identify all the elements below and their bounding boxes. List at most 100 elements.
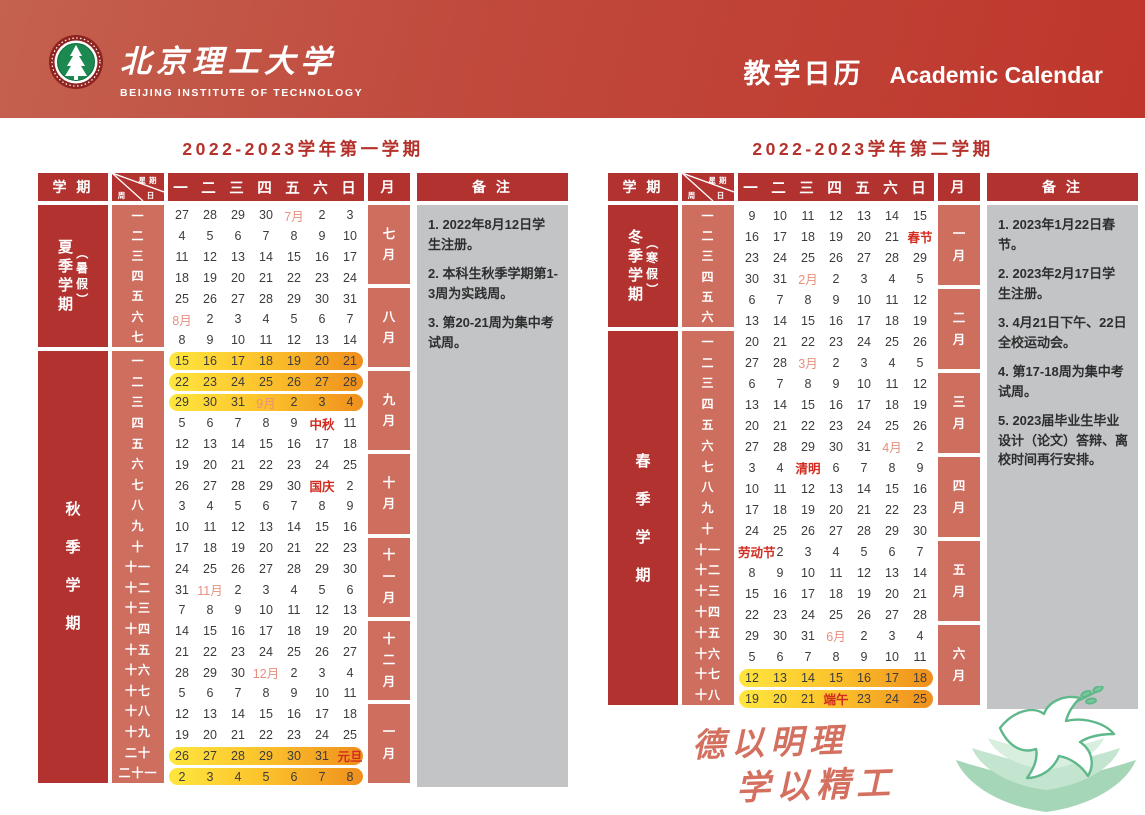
day-number: 25 (773, 523, 787, 538)
day-number: 18 (913, 670, 927, 685)
month-block: 七月 (368, 205, 410, 285)
calendar-week-row: 10 11 12 13 14 15 16 (168, 517, 364, 538)
day-number: 18 (885, 313, 899, 328)
day-number: 7 (776, 292, 784, 307)
day-number: 21 (801, 691, 815, 706)
day-number: 8 (804, 376, 812, 391)
weekday-header: 六 (883, 180, 901, 197)
month-char: 二 (952, 311, 966, 325)
label-char: 寒 (646, 251, 659, 265)
day-number: 23 (203, 374, 217, 389)
week-number: 五 (131, 436, 145, 451)
day-number: 19 (913, 313, 927, 328)
day-number: 16 (745, 229, 759, 244)
calendar-week-row: 5 6 7 8 9 10 11 (738, 646, 934, 667)
day-number: 8 (346, 769, 354, 784)
month-char: 五 (952, 563, 966, 577)
day-number: 16 (287, 707, 301, 722)
day-number: 30 (287, 748, 301, 763)
calendar-week-row: 8月 2 3 4 5 6 7 (168, 309, 364, 330)
day-number: 16 (203, 353, 217, 368)
day-number: 25 (801, 250, 815, 265)
day-number: 4 (290, 582, 298, 597)
month-char: 月 (382, 331, 396, 346)
day-number: 9 (234, 603, 242, 618)
day-number: 6 (206, 686, 214, 701)
calendar-week-row: 10 11 12 13 14 15 16 (738, 478, 934, 499)
day-number: 5 (860, 544, 868, 559)
day-number: 18 (343, 707, 357, 722)
day-number: 21 (857, 502, 871, 517)
day-number: 24 (231, 374, 245, 389)
month-block: 一月 (368, 703, 410, 783)
day-number: 7 (262, 229, 270, 244)
day-number: 14 (773, 397, 787, 412)
calendar-week-row: 24 25 26 27 28 29 30 (168, 558, 364, 579)
day-number: 13 (857, 208, 871, 223)
day-number: 15 (259, 437, 273, 452)
svg-text:周: 周 (688, 191, 699, 200)
day-number: 25 (203, 561, 217, 576)
day-number: 12 (203, 249, 217, 264)
calendar-week-row: 27 28 29 30 31 4月 2 (738, 436, 934, 457)
day-number: 29 (315, 561, 329, 576)
month-char: 月 (382, 674, 396, 689)
day-number: 22 (745, 607, 759, 622)
day-number: 17 (857, 313, 871, 328)
month-char: 六 (952, 647, 966, 661)
holiday-label: 春节 (907, 231, 933, 245)
semester-block: 夏季学期（暑假） (38, 205, 108, 347)
day-number: 5 (234, 499, 242, 514)
day-number: 18 (287, 624, 301, 639)
day-number: 4 (888, 355, 896, 370)
week-number: 六 (131, 457, 145, 472)
month-char: 二 (382, 653, 396, 668)
label-char: （ (75, 246, 90, 259)
label-char: 假 (76, 276, 89, 291)
holiday-label: 中秋 (309, 417, 335, 432)
calendar-week-row: 8 9 10 11 12 13 14 (738, 562, 934, 583)
day-number: 21 (231, 728, 245, 743)
calendar-week-row: 16 17 18 19 20 21 春节 (738, 226, 934, 247)
day-number: 28 (231, 478, 245, 493)
weekday-header: 三 (229, 180, 247, 197)
page-title-en: Academic Calendar (889, 62, 1103, 88)
calendar-week-row: 5 6 7 8 9 中秋 11 (168, 413, 364, 434)
week-number: 三 (701, 376, 715, 391)
day-number: 25 (885, 418, 899, 433)
day-number: 27 (343, 644, 357, 659)
day-number: 13 (315, 333, 329, 348)
calendar-week-row: 8 9 10 11 12 13 14 (168, 330, 364, 351)
remarks-box: 1. 2023年1月22日春节。 2. 2023年2月17日学生注册。 3. 4月2… (987, 205, 1138, 709)
day-number: 23 (829, 418, 843, 433)
label-char: ） (75, 292, 90, 305)
day-number: 15 (745, 586, 759, 601)
day-number: 25 (829, 607, 843, 622)
label-char: 学 (65, 577, 81, 595)
day-number: 12 (287, 333, 301, 348)
day-number: 10 (885, 649, 899, 664)
day-number: 10 (259, 603, 273, 618)
calendar-week-row: 27 28 29 30 7月 2 3 (168, 205, 364, 226)
day-number: 4 (776, 460, 784, 475)
day-number: 2 (234, 582, 242, 597)
weekday-header: 一 (173, 180, 191, 197)
day-number: 31 (343, 291, 357, 306)
label-char: 期 (627, 286, 643, 303)
holiday-label: 劳动节 (738, 546, 776, 560)
day-number: 14 (259, 249, 273, 264)
header-month: 月 (938, 173, 980, 201)
day-number: 24 (773, 250, 787, 265)
week-number: 十一 (694, 542, 721, 557)
remark-item: 2. 2023年2月17日学生注册。 (998, 266, 1116, 301)
day-number: 31 (773, 271, 787, 286)
month-block: 五月 (938, 541, 980, 621)
day-number: 14 (885, 208, 899, 223)
day-number: 9 (916, 460, 924, 475)
week-number: 四 (131, 269, 145, 284)
day-number: 23 (315, 270, 329, 285)
day-number: 11 (287, 603, 301, 618)
day-number: 2 (832, 271, 840, 286)
day-number: 21 (259, 270, 273, 285)
